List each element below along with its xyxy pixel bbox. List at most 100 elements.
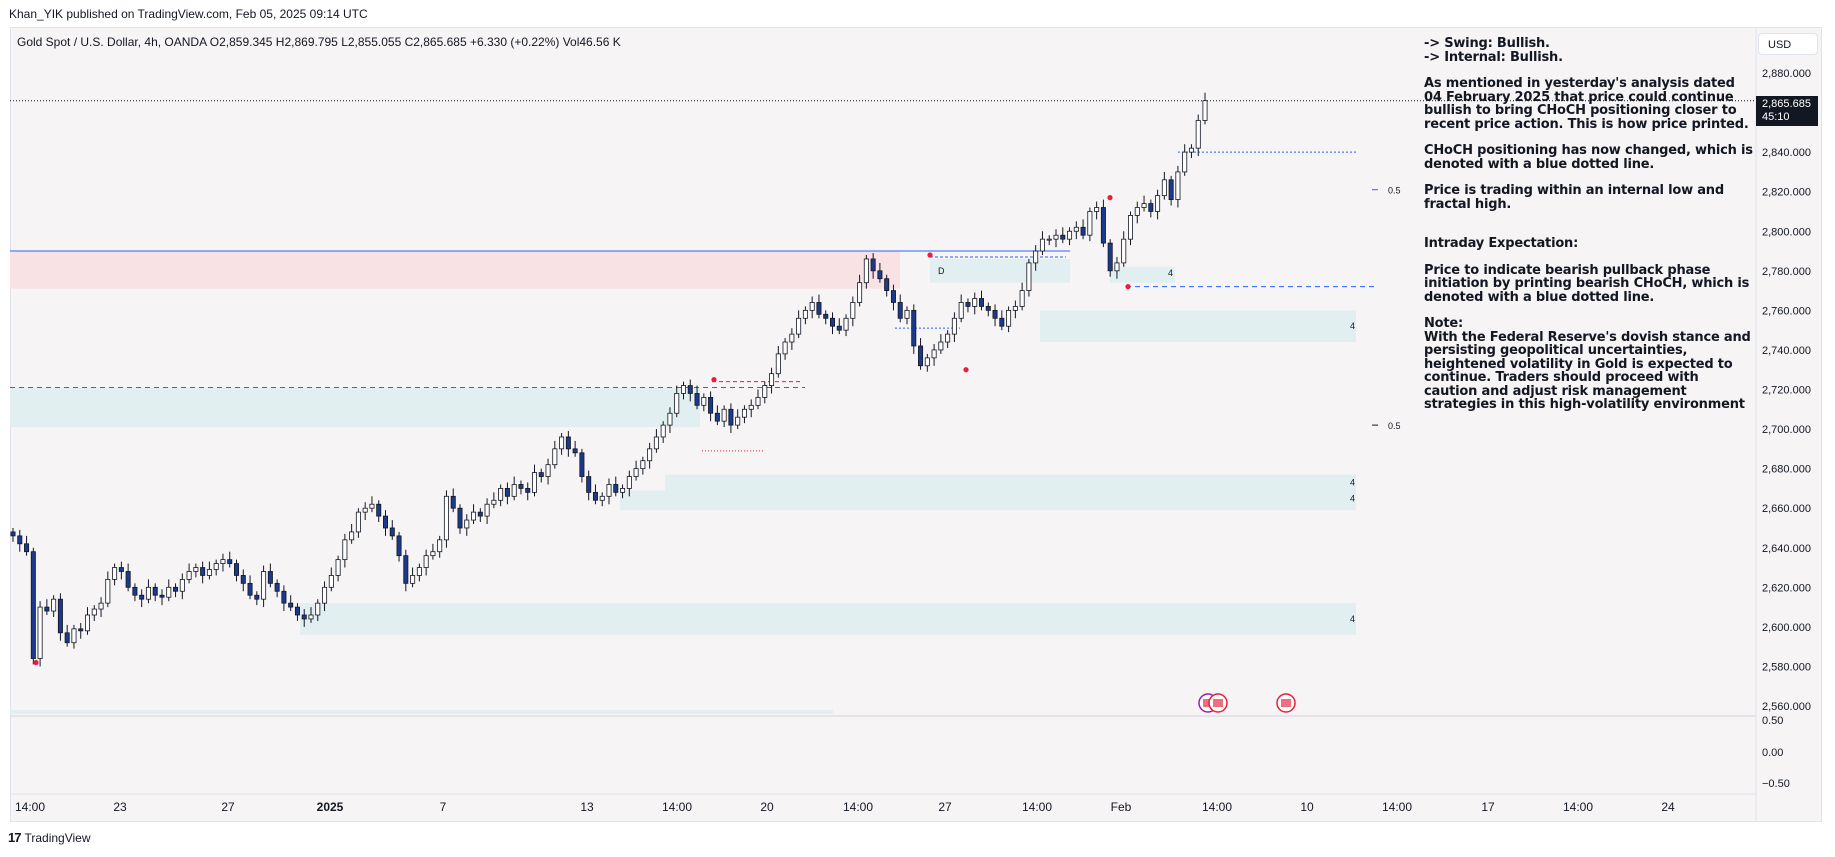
note-heading: Note:: [1424, 316, 1464, 331]
candle-body: [491, 499, 497, 505]
time-tick-label: 10: [1300, 800, 1314, 814]
zones-layer: 4 4 4 4 4 D: [10, 251, 1356, 714]
candle-body: [979, 298, 984, 307]
candle-body: [355, 511, 361, 533]
axis-layer: 2,880.0002,860.0002,840.0002,820.0002,80…: [10, 27, 1811, 822]
time-tick-label: 14:00: [15, 800, 45, 814]
candle-body: [1141, 203, 1147, 208]
candle-body: [396, 535, 402, 557]
candle-body: [762, 385, 768, 398]
candle-body: [1039, 238, 1045, 252]
candle-body: [206, 569, 212, 576]
candle-body: [328, 575, 334, 588]
candle-body: [1175, 171, 1181, 201]
candle-body: [1073, 226, 1079, 232]
candle-body: [1033, 250, 1039, 264]
candle-body: [789, 333, 795, 343]
markers-layer: [33, 195, 1296, 713]
candle-body: [281, 590, 287, 604]
candle-body: [261, 571, 267, 600]
candle-body: [159, 594, 165, 598]
candle-body: [44, 606, 50, 612]
candle-body: [308, 614, 314, 620]
candles-layer: [10, 92, 1208, 667]
swing-point: [1125, 284, 1131, 290]
candle-body: [667, 412, 673, 426]
demand-zone: [1040, 310, 1356, 343]
swing-point: [963, 367, 969, 373]
candle-body: [538, 472, 544, 477]
candle-body: [342, 539, 348, 561]
candle-body: [1148, 203, 1154, 212]
candle-body: [545, 464, 551, 477]
candle-body: [1094, 207, 1100, 212]
candle-body: [897, 302, 903, 319]
candle-body: [511, 484, 517, 497]
candle-body: [112, 567, 118, 580]
candle-body: [213, 563, 219, 570]
candle-body: [410, 575, 416, 584]
candle-body: [965, 302, 971, 307]
sub-pane-tick-label: −0.50: [1762, 778, 1790, 790]
candle-body: [782, 341, 788, 355]
candle-body: [1155, 195, 1161, 212]
candle-body: [179, 579, 185, 592]
time-tick-label: 2025: [317, 800, 344, 814]
candle-body: [674, 393, 680, 414]
candle-body: [518, 484, 524, 489]
candle-body: [755, 397, 761, 406]
candle-body: [1161, 179, 1167, 197]
candle-body: [322, 586, 328, 604]
candle-body: [532, 472, 537, 493]
candle-body: [985, 306, 991, 311]
last-price-tag: 2,865.685 45:10: [1756, 96, 1818, 126]
candle-body: [660, 424, 666, 438]
candle-body: [423, 555, 429, 568]
demand-zone: [930, 258, 1070, 283]
candle-body: [681, 385, 686, 394]
us-flag-stripes: [1203, 699, 1213, 707]
candle-body: [457, 507, 463, 529]
time-tick-label: 14:00: [1563, 800, 1593, 814]
time-tick-label: 23: [113, 800, 127, 814]
candle-body: [647, 448, 653, 462]
zone-label: 4: [1350, 614, 1355, 624]
candle-body: [870, 258, 876, 272]
candle-body: [863, 258, 869, 284]
candle-body: [301, 614, 307, 620]
time-tick-label: 7: [440, 800, 447, 814]
candle-body: [1114, 262, 1120, 272]
candle-body: [288, 602, 294, 608]
candle-body: [274, 582, 280, 592]
time-tick-label: 14:00: [1202, 800, 1232, 814]
candle-body: [728, 408, 734, 426]
currency-button[interactable]: USD: [1758, 33, 1818, 55]
candle-body: [857, 282, 863, 303]
candle-body: [775, 353, 781, 375]
fib-label: 0.5: [1388, 421, 1401, 431]
time-tick-label: 14:00: [1022, 800, 1052, 814]
time-tick-label: 20: [760, 800, 774, 814]
candle-body: [525, 488, 531, 493]
us-flag-stripes: [1213, 699, 1223, 707]
swing-point: [33, 659, 39, 666]
analysis-paragraph-3: Price is trading within an internal low …: [1424, 183, 1724, 212]
swing-bias: -> Swing: Bullish.: [1424, 36, 1550, 51]
time-tick-label: 27: [938, 800, 952, 814]
candle-body: [945, 333, 951, 343]
candle-body: [383, 515, 388, 529]
time-tick-label: 13: [580, 800, 594, 814]
last-price: 2,865.685: [1762, 98, 1811, 110]
candle-body: [335, 559, 341, 576]
price-tick-label: 2,700.000: [1762, 424, 1811, 436]
candle-body: [802, 309, 808, 319]
price-tick-label: 2,660.000: [1762, 503, 1811, 515]
footer-brand[interactable]: 17 TradingView: [8, 830, 91, 845]
candle-body: [376, 503, 382, 517]
zone-d-label: D: [938, 266, 945, 276]
candle-body: [416, 567, 422, 576]
candle-body: [735, 416, 741, 426]
candle-body: [498, 488, 504, 501]
candle-body: [389, 527, 395, 537]
